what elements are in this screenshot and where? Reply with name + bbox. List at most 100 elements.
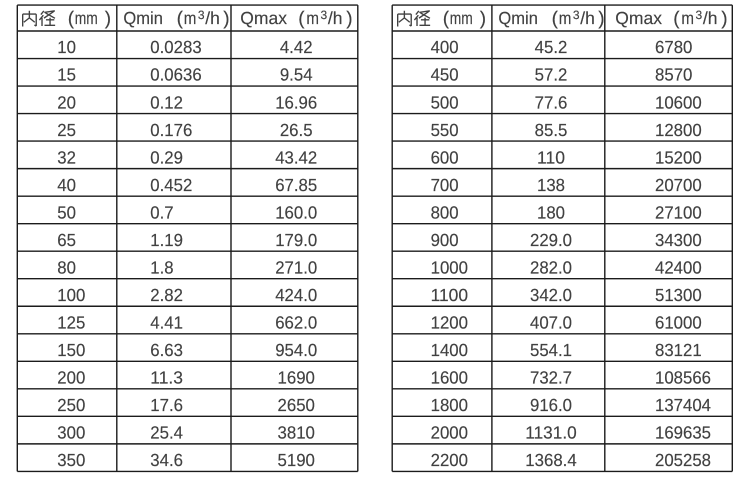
svg-text:0.452: 0.452	[150, 175, 192, 195]
svg-text:1690: 1690	[278, 368, 316, 388]
svg-text:50: 50	[57, 202, 76, 222]
svg-text:1800: 1800	[431, 395, 469, 415]
svg-text:43.42: 43.42	[275, 147, 317, 167]
svg-text:15200: 15200	[655, 147, 702, 167]
svg-text:1200: 1200	[431, 312, 469, 332]
svg-text:6780: 6780	[655, 37, 693, 57]
svg-text:77.6: 77.6	[535, 92, 568, 112]
svg-text:45.2: 45.2	[535, 37, 568, 57]
svg-text:57.2: 57.2	[535, 65, 568, 85]
svg-text:(: (	[298, 8, 305, 29]
svg-text:65: 65	[57, 230, 76, 250]
svg-text:/h: /h	[580, 8, 595, 28]
svg-text:Qmax: Qmax	[240, 8, 287, 28]
svg-text:m: m	[681, 8, 694, 28]
svg-text:1.19: 1.19	[150, 230, 183, 250]
svg-text:342.0: 342.0	[530, 285, 572, 305]
svg-text:15: 15	[57, 65, 76, 85]
svg-text:300: 300	[57, 423, 85, 443]
svg-text:/h: /h	[205, 8, 220, 28]
svg-text:51300: 51300	[655, 285, 702, 305]
svg-text:150: 150	[57, 340, 85, 360]
svg-text:(: (	[443, 8, 450, 29]
svg-text:26.5: 26.5	[280, 120, 313, 140]
svg-text:2200: 2200	[431, 450, 469, 470]
svg-text:554.1: 554.1	[530, 340, 572, 360]
svg-text:4.42: 4.42	[280, 37, 313, 57]
svg-text:271.0: 271.0	[275, 257, 317, 277]
svg-text:83121: 83121	[655, 340, 702, 360]
svg-text:400: 400	[431, 37, 459, 57]
svg-text:10600: 10600	[655, 92, 702, 112]
svg-text:500: 500	[431, 92, 459, 112]
svg-text:42400: 42400	[655, 257, 702, 277]
svg-text:/h: /h	[328, 8, 343, 28]
svg-text:1.8: 1.8	[150, 257, 173, 277]
svg-text:Qmin: Qmin	[498, 8, 538, 28]
svg-text:80: 80	[57, 257, 76, 277]
svg-text:12800: 12800	[655, 120, 702, 140]
svg-text:0.12: 0.12	[150, 92, 183, 112]
svg-text:0.0283: 0.0283	[150, 37, 201, 57]
svg-text:662.0: 662.0	[275, 312, 317, 332]
svg-text:61000: 61000	[655, 312, 702, 332]
svg-text:350: 350	[57, 450, 85, 470]
svg-text:27100: 27100	[655, 202, 702, 222]
svg-text:3: 3	[696, 8, 703, 22]
svg-text:3: 3	[321, 8, 328, 22]
svg-text:6.63: 6.63	[150, 340, 183, 360]
svg-text:(: (	[68, 8, 75, 29]
svg-text:250: 250	[57, 395, 85, 415]
svg-text:282.0: 282.0	[530, 257, 572, 277]
svg-text:125: 125	[57, 312, 85, 332]
svg-text:40: 40	[57, 175, 76, 195]
svg-text:4.41: 4.41	[150, 312, 183, 332]
svg-text:900: 900	[431, 230, 459, 250]
svg-text:407.0: 407.0	[530, 312, 572, 332]
svg-text:138: 138	[537, 175, 565, 195]
svg-text:20700: 20700	[655, 175, 702, 195]
svg-text:67.85: 67.85	[275, 175, 317, 195]
svg-text:0.0636: 0.0636	[150, 65, 201, 85]
svg-text:5190: 5190	[278, 450, 316, 470]
svg-text:25.4: 25.4	[150, 423, 183, 443]
svg-text:1000: 1000	[431, 257, 469, 277]
svg-text:450: 450	[431, 65, 459, 85]
svg-text:108566: 108566	[655, 368, 711, 388]
svg-text:550: 550	[431, 120, 459, 140]
svg-text:m: m	[559, 8, 572, 28]
svg-text:): )	[598, 8, 604, 29]
svg-text:10: 10	[57, 37, 76, 57]
svg-text:): )	[346, 8, 352, 29]
svg-text:0.29: 0.29	[150, 147, 183, 167]
svg-text:732.7: 732.7	[530, 368, 572, 388]
svg-text:800: 800	[431, 202, 459, 222]
svg-text:32: 32	[57, 147, 76, 167]
svg-text:169635: 169635	[655, 423, 711, 443]
svg-text:(: (	[177, 8, 184, 29]
svg-text:2650: 2650	[278, 395, 316, 415]
svg-text:3: 3	[573, 8, 580, 22]
svg-text:700: 700	[431, 175, 459, 195]
svg-text:229.0: 229.0	[530, 230, 572, 250]
svg-text:m: m	[306, 8, 319, 28]
svg-text:600: 600	[431, 147, 459, 167]
svg-text:/h: /h	[703, 8, 718, 28]
svg-text:85.5: 85.5	[535, 120, 568, 140]
svg-text:1131.0: 1131.0	[525, 423, 577, 443]
svg-text:2000: 2000	[431, 423, 469, 443]
svg-text:1600: 1600	[431, 368, 469, 388]
svg-text:34.6: 34.6	[150, 450, 183, 470]
svg-text:): )	[480, 8, 486, 29]
svg-text:180: 180	[537, 202, 565, 222]
svg-text:11.3: 11.3	[150, 368, 183, 388]
svg-text:(: (	[673, 8, 680, 29]
svg-text:34300: 34300	[655, 230, 702, 250]
svg-text:137404: 137404	[655, 395, 711, 415]
svg-text:205258: 205258	[655, 450, 711, 470]
svg-text:mm: mm	[450, 8, 473, 28]
svg-text:0.7: 0.7	[150, 202, 173, 222]
svg-text:2.82: 2.82	[150, 285, 183, 305]
svg-text:25: 25	[57, 120, 76, 140]
svg-text:): )	[105, 8, 111, 29]
